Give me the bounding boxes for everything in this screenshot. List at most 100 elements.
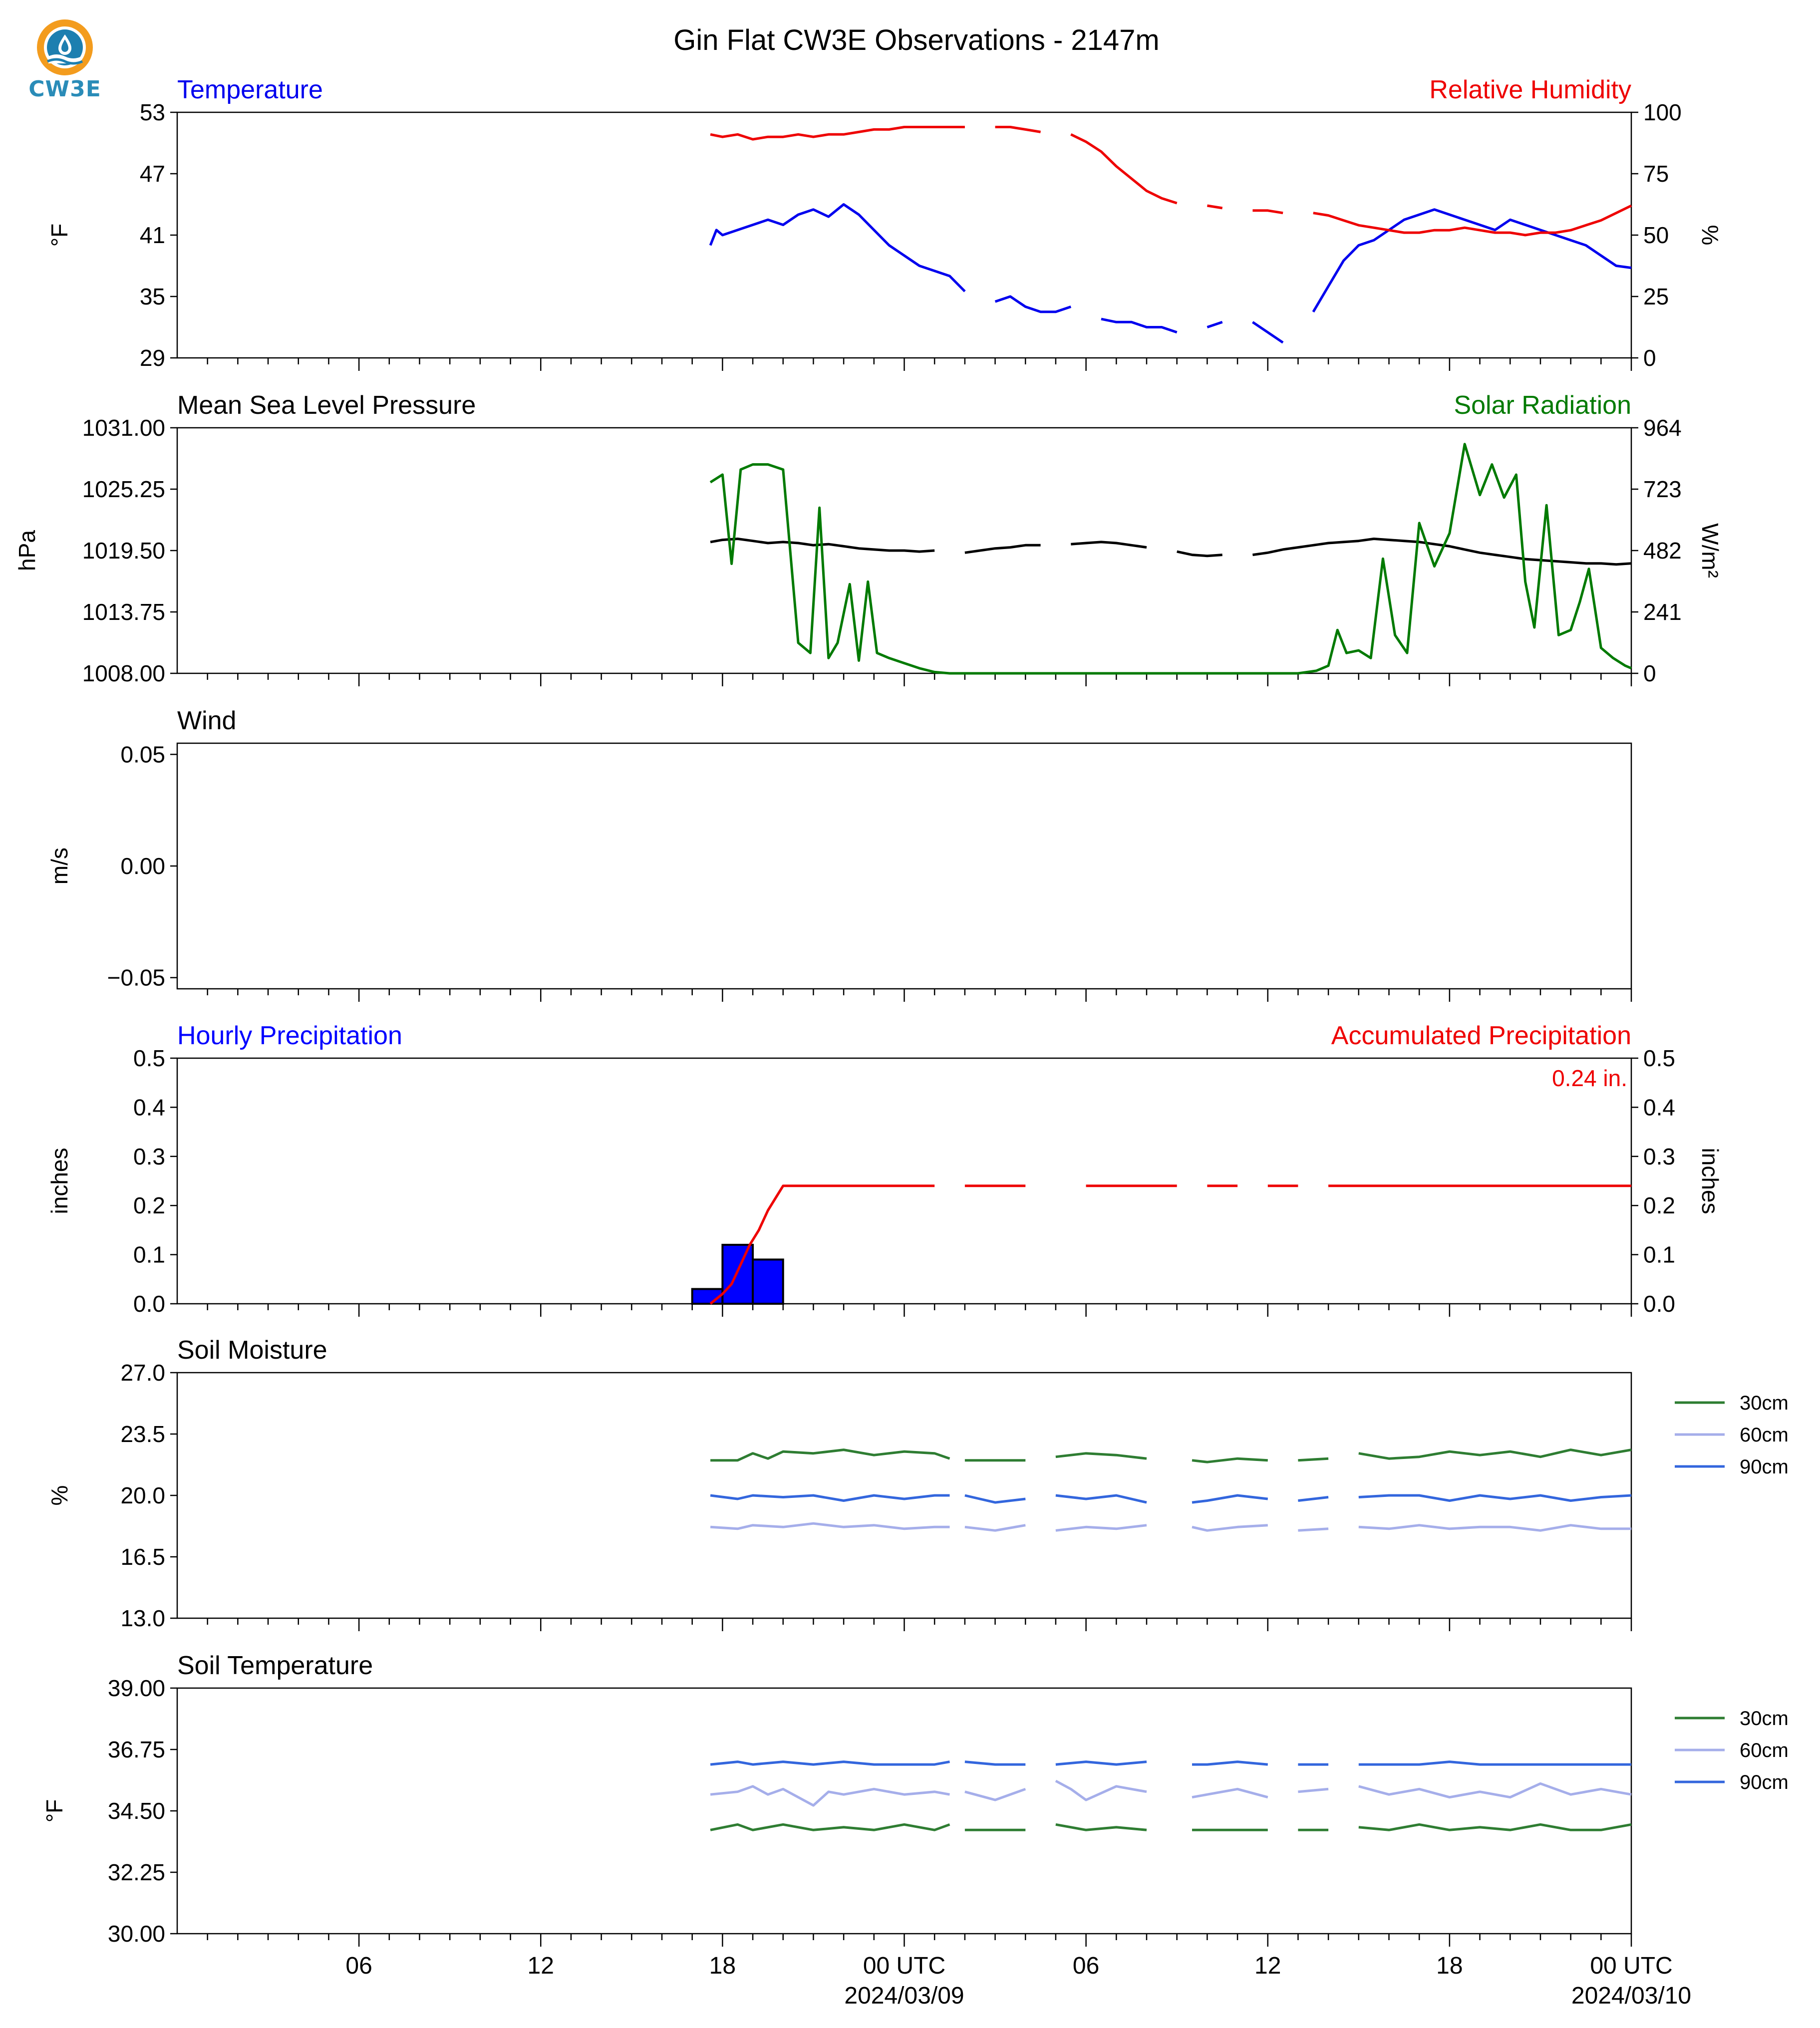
y-tick-right-label: 75 [1643, 161, 1669, 187]
y-axis-label: inches [46, 1148, 72, 1214]
precip-bar [752, 1258, 784, 1305]
precip-bar [691, 1288, 724, 1305]
x-tick-label: 00 UTC [1590, 1953, 1672, 1979]
logo-text: CW3E [28, 76, 101, 102]
x-tick-label: 18 [1436, 1953, 1463, 1979]
y-axis-label: hPa [14, 530, 40, 571]
cw3e-logo: CW3E [27, 17, 102, 105]
y-tick-right-label: 0.1 [1643, 1242, 1675, 1268]
y-tick-label: 0.2 [133, 1192, 165, 1218]
y-tick-right-label: 0.3 [1643, 1144, 1675, 1169]
panel-soil_temperature: Soil Temperature 39.00 36.75 34.50 32.25 30.0… [41, 1651, 1789, 2009]
y-tick-right-label: 723 [1643, 476, 1682, 502]
y-tick-label: 1013.75 [82, 599, 165, 625]
panel-title-right: Accumulated Precipitation [1331, 1021, 1631, 1050]
legend-label: 90cm [1740, 1771, 1789, 1793]
figure-title: Gin Flat CW3E Observations - 2147m [673, 24, 1159, 56]
y-tick-label: 1025.25 [82, 476, 165, 502]
plot-frame [176, 1057, 1632, 1305]
y-tick-label: 16.5 [120, 1544, 165, 1570]
y-tick-label: 23.5 [120, 1421, 165, 1447]
y-tick-label: 13.0 [120, 1605, 165, 1631]
y-tick-right-label: 0.0 [1643, 1291, 1675, 1317]
series-mean-sea-level-pressure [710, 538, 1632, 566]
y-tick-right-label: 0 [1643, 345, 1656, 371]
legend-label: 90cm [1740, 1456, 1789, 1478]
y-tick-label: 20.0 [120, 1482, 165, 1508]
series-30cm [710, 1823, 1632, 1831]
y-tick-right-label: 482 [1643, 538, 1682, 564]
panel-title-left: Soil Temperature [177, 1651, 373, 1680]
y-tick-label: 1031.00 [82, 415, 165, 441]
legend-label: 60cm [1740, 1739, 1789, 1761]
panel-title-left: Hourly Precipitation [177, 1021, 402, 1050]
accumulated-total-label: 0.24 in. [1552, 1065, 1627, 1091]
date-label: 2024/03/09 [844, 1983, 964, 2009]
panel-title-left: Temperature [177, 75, 323, 104]
panel-title-right: Solar Radiation [1454, 391, 1631, 420]
panel-title-left: Wind [177, 706, 236, 735]
y-tick-label: 36.75 [108, 1737, 165, 1762]
y-axis-label: °F [46, 224, 72, 247]
series-relative-humidity [710, 126, 1632, 237]
y-tick-label: 35 [140, 284, 165, 309]
series-90cm [710, 1494, 1632, 1504]
panel-temp_rh: Temperature Relative Humidity 53 47 41 35 29 10… [46, 75, 1723, 371]
panel-pressure_solar: Mean Sea Level Pressure Solar Radiation 10… [14, 391, 1723, 686]
series-accumulated-precipitation [709, 1184, 1631, 1305]
x-tick-label: 12 [1254, 1953, 1281, 1979]
y-tick-label: 0.0 [133, 1291, 165, 1317]
y-axis-label-right: W/m² [1697, 523, 1723, 578]
x-tick-label: 06 [345, 1953, 372, 1979]
y-tick-label: 0.5 [133, 1045, 165, 1071]
legend: 30cm 60cm 90cm [1675, 1392, 1789, 1478]
y-tick-label: 47 [140, 161, 165, 187]
panel-title-left: Soil Moisture [177, 1336, 327, 1365]
legend-label: 60cm [1740, 1424, 1789, 1446]
panel-precip: Hourly Precipitation Accumulated Precipit… [46, 1021, 1723, 1317]
x-tick-label: 06 [1073, 1953, 1099, 1979]
y-tick-label: 1019.50 [82, 538, 165, 564]
y-tick-right-label: 0.5 [1643, 1045, 1675, 1071]
y-tick-label: 32.25 [108, 1859, 165, 1885]
y-tick-label: 53 [140, 99, 165, 125]
legend-label: 30cm [1740, 1392, 1789, 1414]
y-tick-label: 34.50 [108, 1798, 165, 1824]
y-tick-right-label: 0.2 [1643, 1192, 1675, 1218]
y-axis-label: °F [41, 1799, 67, 1823]
y-tick-right-label: 50 [1643, 222, 1669, 248]
y-tick-label: 30.00 [108, 1921, 165, 1947]
plot-frame [176, 111, 1632, 359]
y-tick-label: 1008.00 [82, 660, 165, 686]
panel-soil_moisture: Soil Moisture 27.0 23.5 20.0 16.5 13.0% 30cm 60… [46, 1336, 1789, 1631]
x-tick-label: 18 [709, 1953, 736, 1979]
date-label: 2024/03/10 [1571, 1983, 1691, 2009]
y-tick-label: 27.0 [120, 1360, 165, 1386]
y-tick-right-label: 0.4 [1643, 1094, 1675, 1120]
panels: Temperature Relative Humidity 53 47 41 35 29 10… [14, 75, 1789, 2009]
y-axis-label-right: inches [1697, 1148, 1723, 1214]
series-60cm [710, 1522, 1631, 1532]
y-tick-label: 0.05 [120, 741, 165, 767]
x-tick-label: 00 UTC [863, 1953, 945, 1979]
series-temperature [709, 203, 1632, 344]
panel-wind: Wind 0.05 0.00 −0.05 m/s [46, 706, 1632, 1002]
y-tick-label: 0.3 [133, 1144, 165, 1169]
panel-title-right: Relative Humidity [1429, 75, 1631, 104]
series-90cm [710, 1760, 1631, 1766]
plot-frame [176, 1687, 1632, 1935]
y-tick-label: −0.05 [107, 965, 165, 991]
y-tick-label: 39.00 [108, 1675, 165, 1701]
y-tick-label: 29 [140, 345, 165, 371]
y-tick-right-label: 25 [1643, 284, 1669, 309]
y-tick-right-label: 964 [1643, 415, 1682, 441]
y-axis-label: % [46, 1485, 72, 1506]
legend-label: 30cm [1740, 1708, 1789, 1730]
y-tick-label: 0.00 [120, 853, 165, 879]
y-tick-label: 0.1 [133, 1242, 165, 1268]
precip-bar [721, 1243, 754, 1305]
y-axis-label-right: % [1697, 225, 1723, 246]
legend: 30cm 60cm 90cm [1675, 1708, 1789, 1793]
x-tick-label: 12 [528, 1953, 554, 1979]
